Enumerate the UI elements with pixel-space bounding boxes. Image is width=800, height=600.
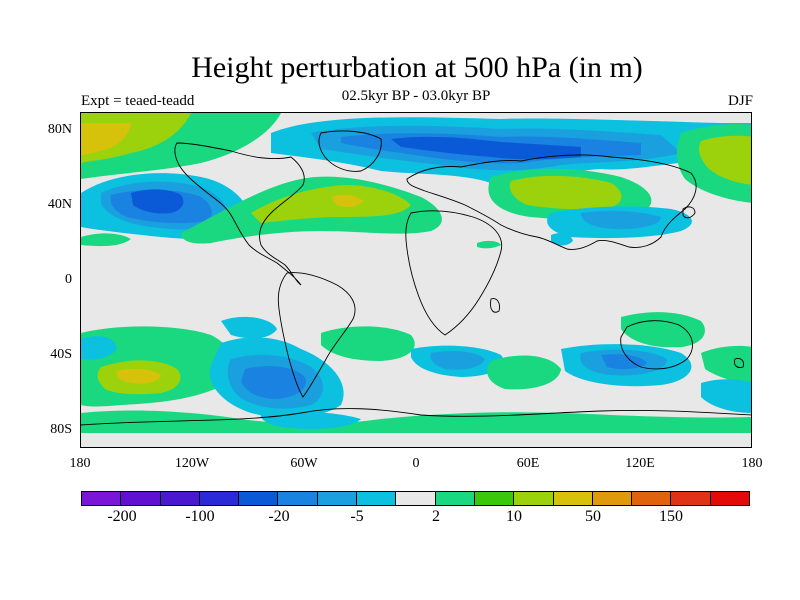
coast-australia xyxy=(620,320,694,370)
contour-green-south-5 xyxy=(487,355,561,390)
coast-south-america xyxy=(277,272,356,398)
coastlines xyxy=(81,130,751,426)
contour-blue-south-1c xyxy=(241,366,306,399)
colorbar-box-0 xyxy=(82,492,122,505)
lat-label-0: 0 xyxy=(65,272,72,287)
colorbar-box-1 xyxy=(121,492,161,505)
coast-antarctica xyxy=(81,408,751,426)
coast-madagascar xyxy=(490,298,500,313)
contour-lime-atlantic xyxy=(251,185,411,223)
contour-cyan-left-south xyxy=(81,336,117,360)
colorbar-box-11 xyxy=(514,492,554,505)
colorbar-box-9 xyxy=(435,492,475,505)
contour-yellow-atlantic xyxy=(331,194,363,208)
coast-new-zealand xyxy=(734,358,744,368)
contour-cyan-tropics-1 xyxy=(551,233,573,246)
colorbar xyxy=(81,491,750,506)
contour-green-tropics-2 xyxy=(477,240,501,249)
colorbar-label: 10 xyxy=(506,508,522,525)
colorbar-box-3 xyxy=(199,492,240,505)
contour-cyan-south-9 xyxy=(701,379,751,413)
map-panel xyxy=(80,112,752,448)
coast-greenland xyxy=(318,130,382,172)
plot-subtitle: 02.5kyr BP - 03.0kyr BP xyxy=(341,88,491,104)
lon-label-120w: 120W xyxy=(174,456,210,471)
colorbar-box-12 xyxy=(553,492,593,505)
contour-lime-asia xyxy=(509,175,622,210)
colorbar-box-2 xyxy=(160,492,200,505)
lon-label-180e: 180 xyxy=(741,456,763,471)
contour-darkblue-pacific xyxy=(131,189,184,214)
colorbar-box-5 xyxy=(278,492,318,505)
contour-lime-nepacific xyxy=(699,135,751,185)
colorbar-label: -200 xyxy=(107,508,137,525)
colorbar-label: -20 xyxy=(268,508,290,525)
contour-green-antarctic xyxy=(81,410,751,433)
colorbar-box-8 xyxy=(396,492,436,505)
lat-label-80s: 80S xyxy=(50,422,72,437)
colorbar-label: -5 xyxy=(350,508,364,525)
colorbar-box-14 xyxy=(632,492,672,505)
coast-africa xyxy=(405,210,503,336)
lat-label-40s: 40S xyxy=(50,347,72,362)
colorbar-label: 50 xyxy=(585,508,601,525)
contour-green-south-3 xyxy=(321,326,415,361)
lon-label-180w: 180 xyxy=(69,456,91,471)
plot-title: Height perturbation at 500 hPa (in m) xyxy=(191,51,643,84)
colorbar-label: -100 xyxy=(185,508,215,525)
colorbar-label: 2 xyxy=(432,508,440,525)
contour-yellow-southbelt xyxy=(116,368,161,384)
contour-lightblue-south-4 xyxy=(430,351,485,370)
contour-fields xyxy=(81,113,751,433)
lon-label-60e: 60E xyxy=(516,456,540,471)
colorbar-box-15 xyxy=(671,492,711,505)
coast-north-america xyxy=(174,142,305,286)
colorbar-box-7 xyxy=(357,492,397,505)
colorbar-box-6 xyxy=(317,492,358,505)
contour-darkblue-north xyxy=(391,136,581,160)
colorbar-box-10 xyxy=(474,492,515,505)
contour-blue-south-6 xyxy=(601,354,647,370)
colorbar-box-16 xyxy=(710,492,750,505)
lon-label-60w: 60W xyxy=(290,456,318,471)
contour-cyan-south-2 xyxy=(221,316,277,339)
lat-label-80n: 80N xyxy=(47,122,72,137)
colorbar-label: 150 xyxy=(659,508,683,525)
contour-yellow-arctic xyxy=(81,123,131,155)
season-label: DJF xyxy=(727,93,753,109)
colorbar-box-13 xyxy=(592,492,633,505)
map-svg xyxy=(81,113,751,447)
contour-lightblue-eastasia xyxy=(581,210,661,229)
contour-green-south-8 xyxy=(701,345,751,383)
contour-green-tropics-1 xyxy=(81,233,131,247)
lat-label-40n: 40N xyxy=(47,197,72,212)
contour-green-south-7 xyxy=(621,312,705,348)
contour-blue-antarctic xyxy=(260,411,361,429)
coast-eurasia xyxy=(406,154,697,250)
lon-label-120e: 120E xyxy=(625,456,655,471)
experiment-label: Expt = teaed-teadd xyxy=(81,93,195,109)
coast-japan xyxy=(682,206,696,219)
lon-label-0: 0 xyxy=(412,456,420,471)
colorbar-box-4 xyxy=(239,492,279,505)
